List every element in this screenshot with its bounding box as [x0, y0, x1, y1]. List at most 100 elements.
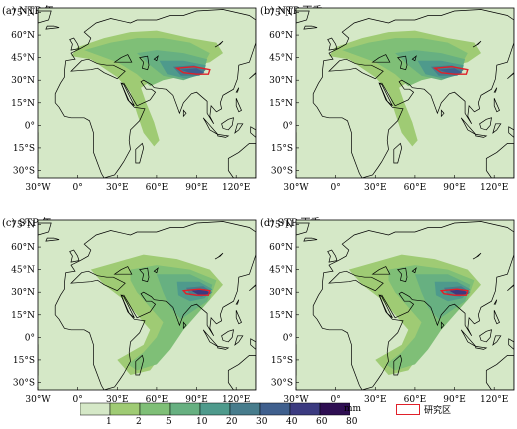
lon-tick-label: 30°E — [106, 183, 129, 193]
coastline-sriLanka — [182, 109, 187, 118]
lat-tick-label: 30°S — [271, 166, 293, 176]
lon-tick-label: 30°E — [106, 395, 129, 405]
lon-tick-label: 0° — [331, 395, 341, 405]
coastline-med — [70, 58, 126, 80]
study-region-outline — [439, 288, 469, 296]
coastline-baikal — [214, 40, 224, 48]
map-svg: 75°N 60°N 45°N 30°N 15°N 0° 15°S 30°S 30°W 0° 30°E… — [269, 7, 515, 193]
coastline-caspian — [139, 55, 150, 71]
coastline-iceland — [303, 237, 318, 242]
coastline-aral — [153, 267, 159, 274]
map-panel-a: (a) NTP-年 75°N 60°N 45°N 30°N 15°N 0° 15°S 30°S 3… — [0, 0, 258, 212]
coastline-madagascar — [135, 142, 145, 164]
colorbar-tick-label: 80 — [346, 417, 358, 427]
coastline-taiwan — [235, 299, 240, 305]
lon-tick-label: 60°E — [404, 183, 427, 193]
colorbar-tick-label: 10 — [196, 417, 208, 427]
colorbar-legend — [79, 401, 351, 420]
coastline-eurafrica — [54, 221, 256, 390]
colorbar-tick-label: 5 — [166, 417, 172, 427]
map-svg: 75°N 60°N 45°N 30°N 15°N 0° 15°S 30°S 30°W 0° 30°E… — [11, 219, 257, 405]
coastline-philippines — [493, 310, 500, 325]
study-region-outline — [181, 288, 211, 296]
coastline-greenland — [296, 222, 310, 236]
coastline-red — [378, 294, 393, 319]
coastline-png — [508, 126, 514, 138]
coastline-red — [378, 82, 393, 107]
lat-tick-label: 75°N — [269, 221, 293, 231]
study-region-outline — [174, 65, 211, 75]
lat-tick-label: 75°N — [269, 9, 293, 19]
map-frame — [37, 219, 257, 391]
coastline-eurafrica — [312, 9, 514, 178]
lat-tick-label: 15°S — [13, 144, 35, 154]
coastline-aral — [411, 267, 417, 274]
coastline-indonesia — [202, 329, 218, 347]
coastline-taiwan — [493, 299, 498, 305]
coastline-borneo — [479, 117, 492, 131]
lat-tick-label: 60°N — [269, 31, 293, 41]
lon-tick-label: 120°E — [480, 395, 508, 405]
coastline-baikal — [472, 252, 482, 260]
coastline-uk — [327, 249, 338, 263]
coastline-black — [113, 266, 133, 275]
coastline-caspian — [397, 55, 408, 71]
map-svg: 75°N 60°N 45°N 30°N 15°N 0° 15°S 30°S 30°W 0° 30°E… — [11, 7, 257, 193]
lat-tick-label: 30°S — [13, 166, 35, 176]
colorbar-tick-label: 40 — [286, 417, 298, 427]
lon-tick-label: 120°E — [222, 183, 250, 193]
coastline-java — [217, 133, 230, 138]
coastline-baikal — [472, 40, 482, 48]
coastline-sulawesi — [492, 335, 502, 346]
lat-tick-label: 60°N — [11, 31, 35, 41]
coastline-java — [217, 345, 230, 350]
lat-tick-label: 45°N — [269, 54, 293, 64]
legend-unit: mm — [344, 404, 362, 414]
lat-tick-label: 45°N — [11, 54, 35, 64]
coastline-madagascar — [393, 354, 403, 376]
coastline-red — [120, 82, 135, 107]
lat-tick-label: 60°N — [269, 243, 293, 253]
coastline-med — [328, 270, 384, 292]
coastline-baikal — [214, 252, 224, 260]
lat-tick-label: 15°S — [271, 144, 293, 154]
lat-tick-label: 0° — [25, 121, 35, 131]
coastline-sulawesi — [492, 123, 502, 134]
lon-tick-label: 30°W — [25, 183, 51, 193]
lat-tick-label: 0° — [283, 333, 293, 343]
colorbar-tick-label: 60 — [316, 417, 328, 427]
map-panel-c: (c) STP-年 75°N 60°N 45°N 30°N 15°N 0° 15°S 30°S 3… — [0, 212, 258, 424]
coastline-eurafrica — [54, 9, 256, 178]
coastline-png — [508, 338, 514, 350]
panel-title: (a) NTP-年 — [2, 6, 54, 17]
coastline-philippines — [235, 310, 242, 325]
lat-tick-label: 15°N — [11, 99, 35, 109]
coastline-iceland — [303, 25, 318, 30]
coastline-philippines — [493, 98, 500, 113]
lat-tick-label: 60°N — [11, 243, 35, 253]
lat-tick-label: 15°N — [269, 99, 293, 109]
lon-tick-label: 90°E — [185, 183, 208, 193]
lon-tick-label: 30°E — [364, 183, 387, 193]
lat-tick-label: 15°N — [11, 311, 35, 321]
colorbar-tick-label: 20 — [226, 417, 238, 427]
panel-title: (b) NTP-雨季 — [260, 6, 323, 17]
colorbar-segment — [259, 402, 291, 416]
coastline-australia — [485, 143, 514, 178]
lon-tick-label: 60°E — [146, 183, 169, 193]
coastline-sriLanka — [440, 321, 445, 330]
lon-tick-label: 0° — [73, 183, 83, 193]
coastline-australia — [227, 355, 256, 390]
coastline-png — [250, 126, 256, 138]
coastline-australia — [485, 355, 514, 390]
coastline-uk — [69, 37, 80, 51]
coastline-borneo — [221, 329, 234, 343]
coastline-greenland — [38, 222, 52, 236]
lat-tick-label: 15°S — [271, 356, 293, 366]
coastline-taiwan — [493, 87, 498, 93]
contribution-contour-level-6 — [180, 68, 205, 75]
colorbar-tick-label: 2 — [136, 417, 142, 427]
lon-tick-label: 30°W — [283, 395, 309, 405]
coastline-borneo — [479, 329, 492, 343]
lon-tick-label: 30°W — [25, 395, 51, 405]
